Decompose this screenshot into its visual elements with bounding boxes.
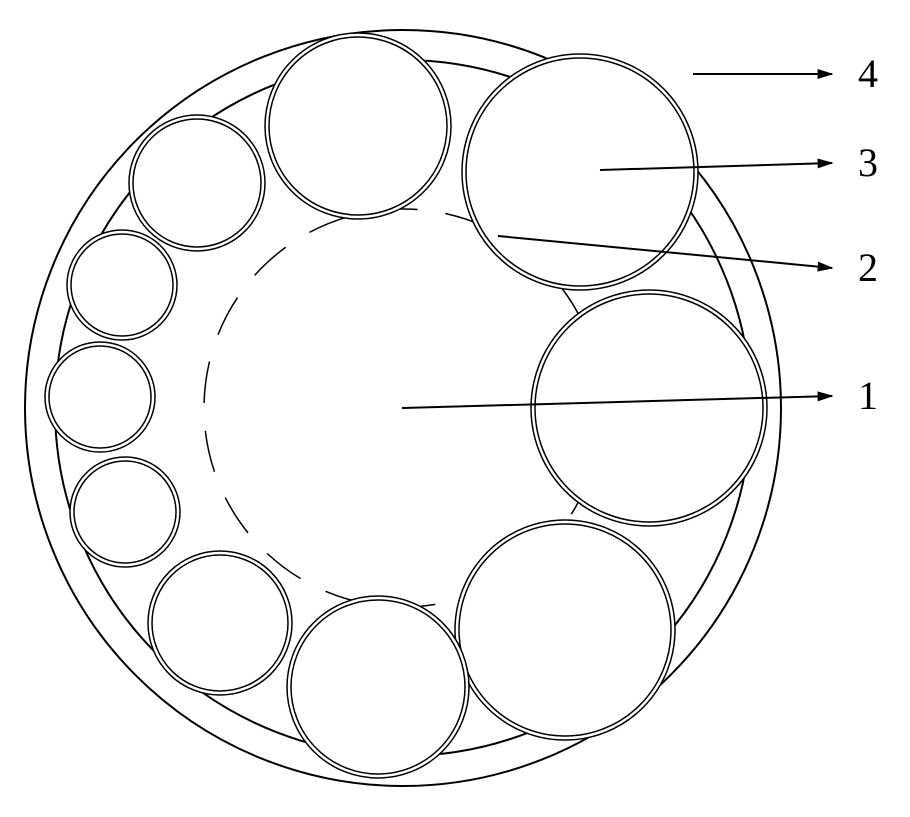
orbit-circle — [265, 33, 451, 219]
diagram-canvas: 1 2 3 4 — [0, 0, 910, 817]
callout-label: 3 — [858, 140, 878, 185]
callout-label: 4 — [858, 51, 878, 96]
orbit-circle — [45, 342, 155, 452]
callout-label: 1 — [858, 373, 878, 418]
orbit-circle — [67, 230, 177, 340]
orbit-circle — [287, 596, 469, 778]
orbit-circle — [531, 290, 767, 526]
orbit-circle — [148, 551, 292, 695]
orbit-circle — [462, 54, 698, 290]
orbit-circle — [70, 457, 180, 567]
orbit-circle — [129, 115, 265, 251]
orbit-circle — [455, 520, 675, 740]
callout-label: 2 — [858, 245, 878, 290]
